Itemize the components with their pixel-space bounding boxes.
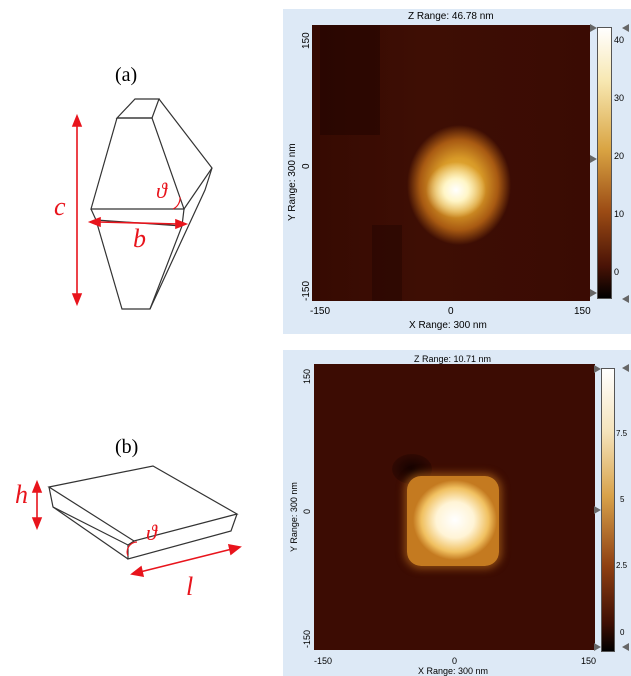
colorbar-top [597, 27, 612, 299]
colorbar-tick-0: 0 [614, 267, 619, 277]
range-marker-left [622, 24, 629, 32]
z-range-label: Z Range: 46.78 nm [408, 11, 494, 22]
x-range-label: X Range: 300 nm [409, 320, 487, 331]
panel-label-b: (b) [115, 436, 138, 459]
range-marker-right-3 [594, 643, 601, 651]
arrow-c-head-bottom [73, 294, 81, 304]
range-marker-left [622, 364, 629, 372]
x-tick-mid: 0 [448, 306, 454, 317]
range-marker-left-2 [622, 295, 629, 303]
colorbar-tick-10: 10 [614, 209, 624, 219]
arrow-b-head-right [176, 220, 186, 228]
crystal-b-side-bottom [53, 507, 128, 559]
afm-dark-patch-2 [372, 225, 402, 301]
colorbar-tick-5: 5 [620, 495, 624, 504]
x-tick-right: 150 [581, 656, 596, 666]
range-marker-right-2 [594, 506, 601, 514]
y-tick-top: 150 [301, 32, 312, 49]
x-range-label: X Range: 300 nm [418, 666, 488, 676]
afm-image-bottom: Z Range: 10.71 nm Y Range: 300 nm 150 0 … [283, 350, 631, 676]
afm-height-map-bottom [314, 364, 595, 650]
y-tick-top: 150 [302, 369, 312, 384]
afm-dark-patch [320, 25, 380, 135]
y-tick-mid: 0 [301, 163, 312, 169]
colorbar-tick-40: 40 [614, 35, 624, 45]
colorbar-tick-7-5: 7.5 [616, 429, 627, 438]
crystal-b-top-face [49, 466, 237, 541]
crystal-a-upper-face [91, 118, 184, 209]
arrow-b-head-left [90, 218, 100, 226]
colorbar-tick-30: 30 [614, 93, 624, 103]
afm-image-top: Z Range: 46.78 nm Y Range: 300 nm 150 0 … [283, 9, 631, 334]
y-range-label: Y Range: 300 nm [287, 143, 298, 221]
arrow-l-head-left [132, 567, 143, 576]
x-tick-left: -150 [314, 656, 332, 666]
crystal-flat-diagram [0, 460, 260, 650]
x-tick-left: -150 [310, 306, 330, 317]
colorbar-tick-20: 20 [614, 151, 624, 161]
angle-arc-a [173, 197, 180, 209]
range-marker-left-2 [622, 643, 629, 651]
label-theta-b: ϑ [146, 520, 157, 546]
range-marker-right [594, 365, 601, 373]
colorbar-tick-0: 0 [620, 628, 624, 637]
afm-height-map-top [312, 25, 590, 301]
afm-square-feature [407, 476, 499, 566]
range-marker-right [590, 24, 597, 32]
arrow-l-head-right [229, 545, 240, 554]
y-tick-bottom: -150 [301, 281, 312, 301]
y-tick-bottom: -150 [302, 630, 312, 648]
crystal-a-top-face [117, 99, 159, 118]
crystal-elongated-diagram [0, 0, 260, 330]
label-c: c [54, 192, 66, 222]
label-h: h [15, 480, 28, 510]
label-theta-a: ϑ [156, 178, 167, 204]
y-tick-mid: 0 [302, 509, 312, 514]
label-l: l [186, 572, 193, 602]
arrow-c-head-top [73, 116, 81, 126]
colorbar-bottom [601, 368, 615, 652]
x-tick-right: 150 [574, 306, 591, 317]
y-range-label: Y Range: 300 nm [289, 482, 299, 552]
arrow-h-head-top [33, 482, 41, 492]
colorbar-tick-2-5: 2.5 [616, 561, 627, 570]
arrow-h-head-bottom [33, 518, 41, 528]
x-tick-mid: 0 [452, 656, 457, 666]
z-range-label: Z Range: 10.71 nm [414, 354, 491, 364]
range-marker-right-3 [590, 289, 597, 297]
label-b: b [133, 224, 146, 254]
range-marker-right-2 [590, 155, 597, 163]
